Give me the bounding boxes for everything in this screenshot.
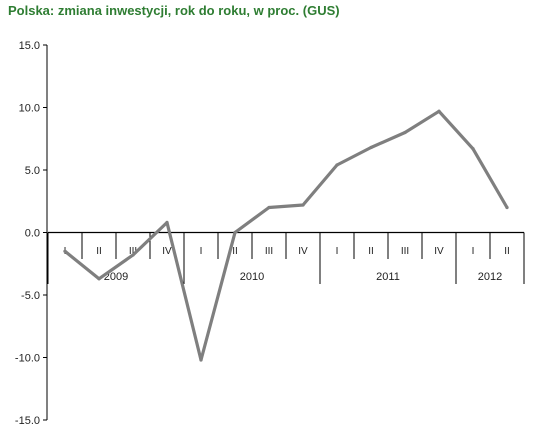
quarter-label: IV — [434, 246, 444, 257]
quarter-label: II — [96, 246, 102, 257]
data-point — [403, 130, 407, 135]
data-point — [165, 220, 169, 225]
data-point — [369, 145, 373, 150]
year-label: 2010 — [240, 271, 264, 283]
data-point — [335, 163, 339, 167]
axes — [46, 45, 525, 420]
quarter-label: I — [336, 246, 339, 257]
y-axis-ticks: 15.0 10.0 5.0 0.0 -5.0 -10.0 -15.0 — [15, 40, 47, 427]
quarter-label: II — [232, 246, 238, 257]
quarter-label: I — [472, 246, 475, 257]
series — [63, 109, 509, 362]
quarter-label: III — [401, 246, 409, 257]
y-tick-label: 5.0 — [25, 165, 40, 177]
quarter-label: I — [200, 246, 203, 257]
data-point — [97, 277, 101, 281]
quarter-label: IV — [298, 246, 308, 257]
y-tick-label: 0.0 — [25, 228, 40, 240]
series-line — [63, 109, 509, 362]
data-point — [63, 249, 67, 253]
data-point — [505, 205, 509, 210]
year-label: 2012 — [478, 271, 502, 283]
chart-title: Polska: zmiana inwestycji, rok do roku, … — [8, 3, 340, 18]
quarter-label: III — [129, 246, 137, 257]
data-point — [437, 109, 441, 113]
year-labels: 2009 2010 2011 2012 — [104, 271, 502, 283]
data-point — [267, 205, 271, 210]
y-tick-label: -10.0 — [15, 353, 40, 365]
data-point — [199, 358, 203, 362]
quarter-labels: IIIIIIIVIIIIIIIVIIIIIIIVIII — [64, 246, 510, 257]
quarter-label: II — [504, 246, 510, 257]
data-point — [131, 253, 135, 257]
year-label: 2011 — [376, 271, 400, 283]
y-tick-label: -15.0 — [15, 415, 40, 427]
quarter-label: III — [265, 246, 273, 257]
year-label: 2009 — [104, 271, 128, 283]
y-tick-label: 10.0 — [19, 103, 40, 115]
data-point — [301, 203, 305, 207]
y-tick-label: 15.0 — [19, 40, 40, 52]
quarter-label: IV — [162, 246, 172, 257]
quarter-label: II — [368, 246, 374, 257]
y-tick-label: -5.0 — [21, 290, 40, 302]
data-point — [233, 230, 237, 235]
data-point — [471, 147, 475, 151]
